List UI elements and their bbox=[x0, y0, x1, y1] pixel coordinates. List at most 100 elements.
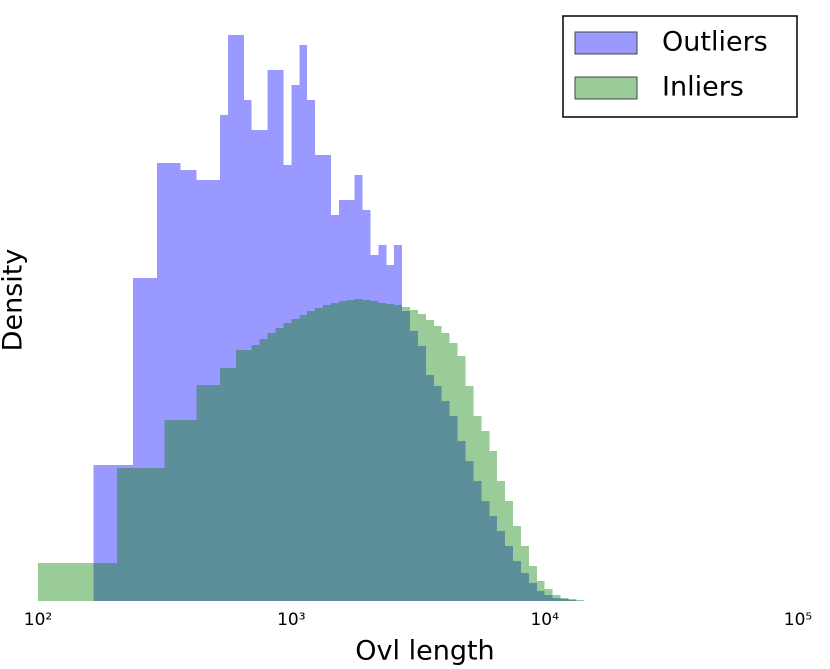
bar bbox=[354, 175, 363, 601]
bar bbox=[77, 563, 86, 601]
bar bbox=[489, 516, 498, 601]
bar bbox=[291, 85, 300, 601]
bar bbox=[125, 468, 133, 601]
bar bbox=[362, 300, 371, 601]
bar bbox=[441, 401, 450, 601]
bar bbox=[330, 303, 339, 601]
bar bbox=[473, 416, 482, 601]
bar bbox=[481, 501, 490, 601]
bar bbox=[196, 180, 205, 601]
bar bbox=[417, 346, 426, 601]
bar bbox=[196, 385, 205, 601]
bar bbox=[505, 501, 514, 601]
legend-swatch bbox=[574, 76, 638, 100]
bar bbox=[433, 386, 442, 601]
bar bbox=[410, 331, 418, 601]
bar bbox=[235, 350, 244, 601]
bar bbox=[386, 265, 395, 601]
bar bbox=[449, 416, 458, 601]
x-tick-label: 10⁴ bbox=[530, 610, 559, 630]
bar bbox=[497, 481, 506, 601]
bar bbox=[457, 441, 466, 601]
bar bbox=[378, 303, 387, 601]
bar bbox=[61, 563, 70, 601]
bar bbox=[394, 305, 403, 601]
bar bbox=[417, 314, 426, 601]
bar bbox=[117, 465, 126, 601]
bar bbox=[283, 165, 292, 601]
legend-label: Outliers bbox=[662, 27, 768, 58]
bar bbox=[125, 465, 133, 601]
bar bbox=[449, 343, 458, 601]
bar bbox=[85, 563, 94, 601]
legend-swatch bbox=[574, 31, 638, 55]
bar bbox=[362, 210, 371, 601]
x-tick-label: 10³ bbox=[277, 610, 305, 630]
bar bbox=[180, 420, 189, 601]
bar bbox=[544, 589, 553, 601]
bar bbox=[109, 465, 118, 601]
bar bbox=[156, 468, 165, 601]
bar bbox=[69, 563, 78, 601]
bar bbox=[552, 598, 561, 601]
bar bbox=[481, 431, 490, 601]
bar bbox=[505, 546, 514, 601]
bar bbox=[188, 170, 197, 601]
bar bbox=[346, 300, 355, 601]
bar bbox=[259, 130, 268, 601]
bar bbox=[212, 385, 221, 601]
bar bbox=[227, 35, 236, 601]
bar bbox=[402, 307, 411, 601]
bar bbox=[220, 368, 228, 601]
x-axis-label: Ovl length bbox=[355, 636, 494, 667]
bar bbox=[140, 468, 149, 601]
x-tick-label: 10⁵ bbox=[784, 610, 812, 630]
bar bbox=[330, 215, 339, 601]
bar bbox=[520, 546, 529, 601]
bar bbox=[38, 563, 46, 601]
bar bbox=[338, 200, 347, 601]
bar bbox=[148, 468, 157, 601]
bar bbox=[441, 333, 450, 601]
bar bbox=[370, 255, 379, 601]
plot-area bbox=[38, 35, 585, 601]
bar bbox=[465, 386, 474, 601]
bar bbox=[291, 319, 300, 601]
bar bbox=[212, 180, 221, 601]
bar bbox=[140, 278, 149, 601]
bar bbox=[180, 170, 189, 601]
bar bbox=[315, 308, 324, 601]
bar bbox=[307, 100, 316, 601]
bar bbox=[386, 304, 395, 601]
bar bbox=[251, 130, 260, 601]
bar bbox=[536, 581, 545, 601]
bar bbox=[410, 310, 418, 601]
legend-label: Inliers bbox=[662, 72, 744, 103]
bar bbox=[323, 155, 331, 601]
bar bbox=[243, 350, 252, 601]
bar bbox=[528, 583, 537, 601]
bar bbox=[45, 563, 54, 601]
bar bbox=[560, 599, 569, 601]
bar bbox=[164, 163, 173, 601]
bar bbox=[457, 356, 466, 601]
bar bbox=[283, 323, 292, 601]
bar bbox=[323, 305, 331, 601]
bar bbox=[465, 461, 474, 601]
bar bbox=[227, 368, 236, 601]
bar bbox=[299, 45, 308, 601]
bar bbox=[109, 563, 118, 601]
bar bbox=[235, 35, 244, 601]
bar bbox=[132, 278, 141, 601]
bar bbox=[132, 468, 141, 601]
bar bbox=[489, 451, 498, 601]
bar bbox=[338, 301, 347, 601]
bar bbox=[101, 563, 110, 601]
bar bbox=[433, 326, 442, 601]
bar bbox=[378, 245, 387, 601]
bar bbox=[204, 180, 213, 601]
bar bbox=[267, 70, 276, 601]
bar bbox=[117, 468, 126, 601]
bar bbox=[299, 315, 308, 601]
